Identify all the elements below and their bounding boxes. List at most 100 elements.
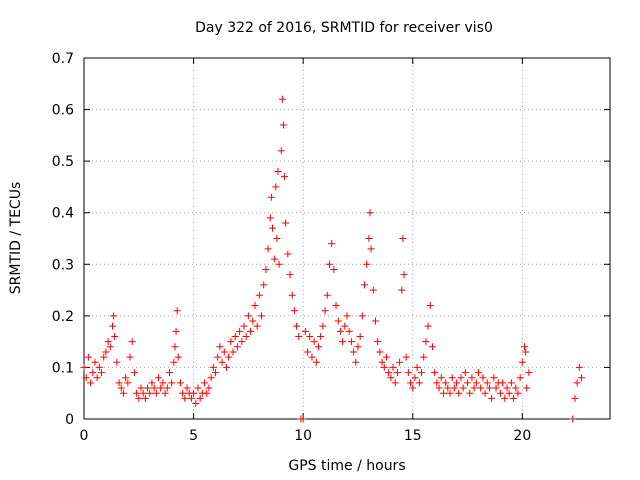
data-point: [209, 363, 217, 371]
data-point: [272, 183, 280, 191]
data-point: [522, 348, 530, 356]
data-point: [361, 281, 369, 289]
data-point: [503, 384, 511, 392]
data-point: [266, 214, 274, 222]
data-point: [171, 343, 179, 351]
data-point: [578, 374, 586, 382]
data-point: [459, 384, 467, 392]
data-point: [376, 348, 384, 356]
data-point: [130, 369, 138, 377]
data-point: [102, 348, 110, 356]
data-point: [407, 379, 415, 387]
data-point: [387, 374, 395, 382]
data-point: [481, 389, 489, 397]
data-point: [227, 338, 235, 346]
data-point: [144, 384, 152, 392]
data-point: [315, 343, 323, 351]
data-point: [301, 327, 309, 335]
data-point: [146, 389, 154, 397]
grid-lines: [84, 58, 610, 419]
y-tick-label: 0.6: [52, 103, 74, 119]
data-point: [271, 255, 279, 263]
data-point: [262, 265, 270, 273]
data-point: [501, 394, 509, 402]
data-point: [117, 384, 125, 392]
data-point: [165, 369, 173, 377]
data-point: [442, 379, 450, 387]
data-point: [288, 291, 296, 299]
data-point: [205, 384, 213, 392]
data-point: [396, 358, 404, 366]
data-point: [222, 363, 230, 371]
y-axis-label: SRMTID / TECUs: [8, 182, 24, 295]
data-point: [108, 322, 116, 330]
data-point: [409, 384, 417, 392]
data-point: [317, 332, 325, 340]
data-point: [496, 389, 504, 397]
data-point: [499, 379, 507, 387]
data-point: [399, 235, 407, 242]
data-point: [330, 265, 338, 273]
data-point: [155, 374, 163, 382]
data-point: [148, 379, 156, 387]
data-point: [328, 240, 336, 248]
data-point: [426, 302, 434, 310]
data-point: [472, 379, 480, 387]
data-point: [367, 245, 375, 253]
data-point: [354, 343, 362, 351]
data-point: [308, 353, 316, 361]
data-point: [433, 379, 441, 387]
data-point: [242, 332, 250, 340]
data-point: [413, 363, 421, 371]
data-point: [274, 167, 282, 175]
x-tick-label: 20: [513, 428, 531, 444]
data-point: [391, 379, 399, 387]
data-point: [290, 307, 298, 315]
data-point: [352, 358, 360, 366]
data-point: [516, 374, 524, 382]
data-point: [514, 389, 522, 397]
data-point: [363, 260, 371, 268]
data-point: [492, 384, 500, 392]
plot-frame: [83, 57, 611, 420]
data-point: [468, 374, 476, 382]
x-tick-label: 0: [80, 428, 89, 444]
x-tick-label: 10: [294, 428, 312, 444]
data-point: [446, 389, 454, 397]
data-point: [325, 260, 333, 268]
data-point: [139, 389, 147, 397]
data-point: [229, 348, 237, 356]
data-point: [216, 343, 224, 351]
data-point: [190, 389, 198, 397]
data-point: [323, 291, 331, 299]
data-point: [124, 379, 132, 387]
data-point: [161, 389, 169, 397]
data-point: [371, 317, 379, 325]
data-point: [126, 353, 134, 361]
data-point: [273, 235, 281, 242]
data-point: [464, 379, 472, 387]
data-point: [194, 384, 202, 392]
data-point: [214, 353, 222, 361]
data-point: [374, 338, 382, 346]
data-point: [398, 286, 406, 294]
data-point: [170, 358, 178, 366]
data-point: [382, 353, 390, 361]
data-point: [507, 379, 515, 387]
data-point: [365, 235, 373, 242]
data-point: [339, 338, 347, 346]
data-point: [168, 379, 176, 387]
data-point: [299, 415, 307, 423]
data-point: [279, 121, 287, 129]
data-point: [461, 369, 469, 377]
data-point: [255, 291, 263, 299]
data-point: [135, 394, 143, 402]
data-point: [428, 343, 436, 351]
data-point: [345, 327, 353, 335]
data-point: [137, 384, 145, 392]
data-point: [286, 271, 294, 279]
y-tick-label: 0.3: [52, 257, 74, 273]
data-point: [402, 353, 410, 361]
data-point: [249, 317, 257, 325]
